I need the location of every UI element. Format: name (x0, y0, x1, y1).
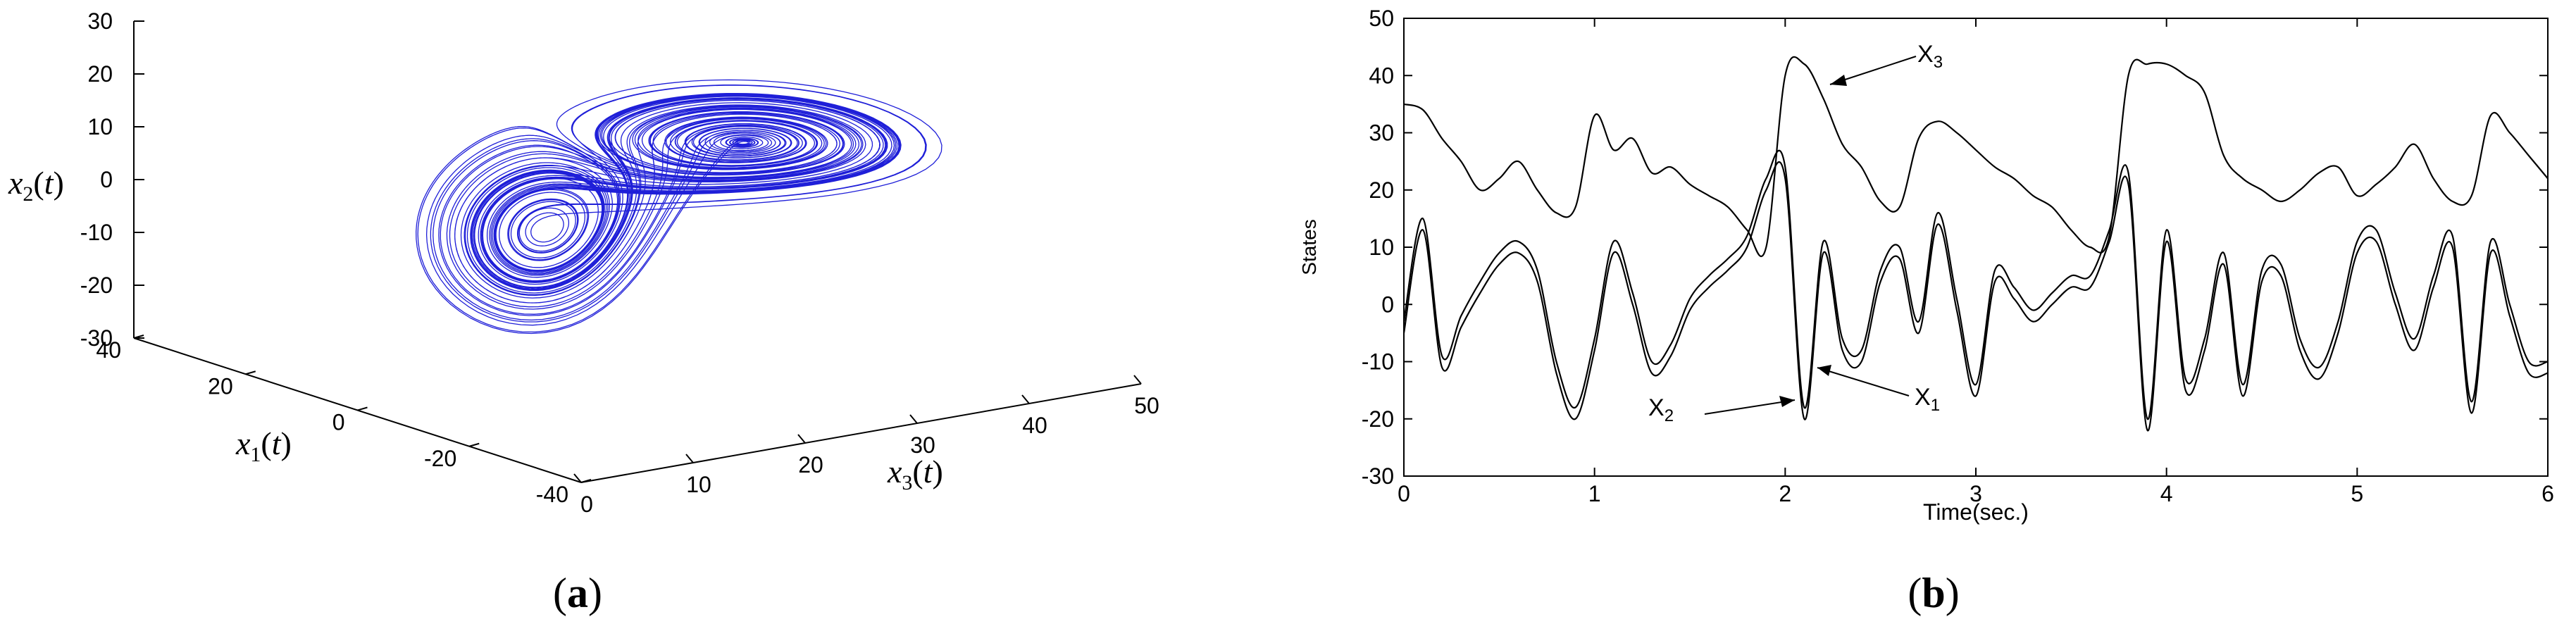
annotation-x1-arrowhead (1817, 365, 1831, 376)
x1-axis-ticks: 40 20 0 -20 -40 (96, 335, 592, 507)
annotation-x2-label: X2 (1648, 394, 1674, 425)
x2-tick-label: 10 (87, 114, 113, 139)
y-tick-label: 10 (1369, 235, 1394, 260)
x1-tick (245, 370, 256, 375)
x1-tick-label: 40 (96, 337, 121, 363)
x1-tick (468, 442, 480, 447)
y-tick-label: 30 (1369, 120, 1394, 146)
y-tick-label: 40 (1369, 63, 1394, 88)
x-tick-label: 6 (2541, 481, 2554, 506)
x-tick-label: 3 (1970, 481, 1982, 506)
annotation-x2-arrowhead (1779, 396, 1795, 407)
series-group (1402, 56, 2549, 432)
x1-tick (133, 335, 144, 339)
y-axis-ticks: 50 40 30 20 10 0 -10 -20 -30 (1362, 6, 2548, 489)
annotation-x3-arrowhead (1830, 75, 1847, 86)
x2-tick-label: 30 (87, 8, 113, 34)
x3-tick (909, 414, 918, 424)
y-tick-label: 0 (1381, 292, 1394, 317)
x1-tick-label: 0 (332, 410, 345, 435)
annotation-x1: X1 (1817, 365, 1940, 415)
series-line-x3 (1403, 56, 2549, 258)
x2-tick-label: 0 (100, 167, 113, 192)
x-axis-ticks: 0 1 2 3 4 5 6 (1398, 18, 2554, 506)
panel-a-caption: (a) (553, 570, 602, 616)
x3-tick-label: 0 (580, 492, 593, 517)
x-tick-label: 0 (1398, 481, 1410, 506)
x2-tick-label: 20 (87, 61, 113, 87)
x3-tick (797, 434, 806, 444)
x1-axis-label: x1(t) (235, 425, 292, 466)
x1-tick-label: -20 (424, 446, 456, 471)
annotation-x1-arrow (1817, 367, 1910, 397)
y-axis-label: States (1298, 219, 1320, 275)
x3-tick-label: 50 (1134, 393, 1159, 418)
panel-b-caption: (b) (1908, 570, 1959, 616)
x3-tick-label: 10 (686, 472, 711, 497)
panel-a-3d-plot: 30 20 10 0 -10 -20 -30 40 20 0 -20 -40 0 10 20 30 40 50… (8, 8, 1159, 616)
x3-tick (1133, 375, 1142, 385)
x-tick-label: 1 (1588, 481, 1601, 506)
x2-tick-label: -20 (80, 273, 113, 298)
series-line-x1 (1402, 149, 2549, 420)
series-line-x2 (1402, 161, 2549, 432)
x2-axis-ticks: 30 20 10 0 -10 -20 -30 (80, 8, 144, 351)
x3-tick (573, 473, 582, 483)
annotation-x2: X2 (1648, 394, 1796, 425)
x2-tick-label: -10 (80, 220, 113, 245)
y-tick-label: -30 (1362, 463, 1394, 489)
x1-tick (580, 479, 592, 483)
x1-tick (357, 406, 368, 411)
y-tick-label: -10 (1362, 349, 1394, 375)
x1-tick-label: 20 (208, 373, 233, 399)
attractor-trajectory (416, 79, 942, 335)
x2-tick-label: -30 (80, 325, 113, 351)
x-tick-label: 2 (1779, 481, 1791, 506)
annotation-x2-arrow (1704, 399, 1796, 415)
panel-b-time-series: 50 40 30 20 10 0 -10 -20 -30 0 1 2 3 4 5 6 States Time… (1298, 6, 2554, 616)
x3-axis-line (580, 383, 1142, 483)
x3-axis-label: x3(t) (887, 454, 943, 494)
x2-axis-label: x2(t) (8, 165, 64, 206)
x3-tick (685, 454, 694, 463)
x3-tick (1021, 394, 1030, 404)
x-tick-label: 4 (2160, 481, 2173, 506)
x3-tick-label: 20 (798, 452, 823, 477)
x-tick-label: 5 (2351, 481, 2363, 506)
y-tick-label: -20 (1362, 406, 1394, 432)
y-tick-label: 20 (1369, 177, 1394, 203)
x3-axis-ticks: 0 10 20 30 40 50 (573, 375, 1159, 517)
x1-tick-label: -40 (536, 482, 568, 507)
x-axis-label: Time(sec.) (1923, 499, 2029, 525)
annotation-x1-label: X1 (1915, 384, 1940, 415)
x3-tick-label: 40 (1022, 413, 1047, 438)
x3-tick-label: 30 (910, 432, 935, 458)
y-tick-label: 50 (1369, 6, 1394, 31)
